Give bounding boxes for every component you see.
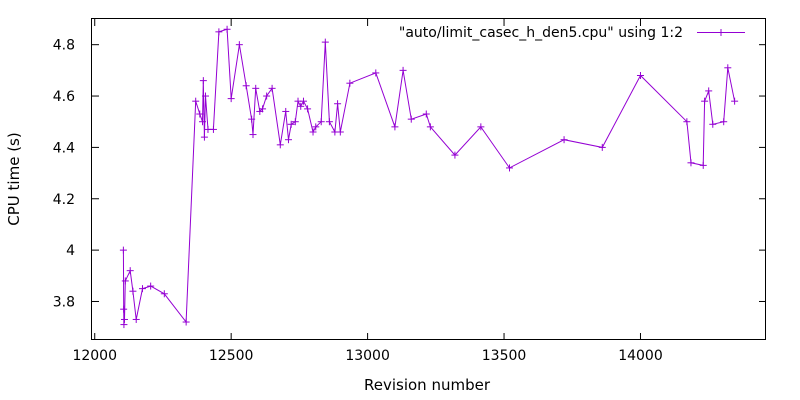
data-point	[227, 95, 235, 103]
y-tick-label: 3.8	[53, 294, 75, 310]
data-point	[126, 267, 134, 275]
data-point	[287, 120, 295, 128]
data-point	[291, 118, 299, 126]
data-point	[321, 38, 329, 46]
x-axis: 12000 12500 13000 13500 14000	[72, 19, 663, 364]
data-point	[299, 97, 307, 105]
data-point	[120, 321, 128, 329]
y-axis-title: CPU time (s)	[5, 132, 23, 225]
data-point	[120, 305, 128, 313]
data-point	[399, 66, 407, 74]
data-point	[724, 64, 732, 72]
data-point	[282, 107, 290, 115]
data-point	[701, 97, 709, 105]
x-tick-label: 12000	[72, 348, 117, 364]
data-point	[120, 315, 128, 323]
data-point	[297, 102, 305, 110]
x-tick-label: 14000	[618, 348, 663, 364]
data-point	[317, 118, 325, 126]
data-point	[259, 105, 267, 113]
y-tick-label: 4.4	[53, 140, 75, 156]
x-tick-label: 13000	[345, 348, 390, 364]
y-axis: 3.8 4 4.2 4.4 4.6 4.8	[53, 38, 766, 310]
x-tick-label: 12500	[209, 348, 254, 364]
legend: "auto/limit_casec_h_den5.cpu" using 1:2	[399, 25, 745, 41]
data-point	[477, 123, 485, 131]
data-point	[248, 115, 256, 123]
legend-entry-label: "auto/limit_casec_h_den5.cpu" using 1:2	[399, 25, 683, 41]
data-point	[720, 118, 728, 126]
data-point	[325, 118, 333, 126]
data-point	[451, 151, 459, 159]
series-layer	[119, 25, 739, 329]
data-point	[182, 318, 190, 326]
legend-marker-sample	[717, 29, 725, 36]
data-point	[683, 118, 691, 126]
data-point	[391, 123, 399, 131]
data-point	[372, 69, 380, 77]
data-point	[422, 110, 430, 118]
data-point	[276, 141, 284, 149]
data-point	[598, 143, 606, 151]
data-point	[334, 100, 342, 108]
data-point	[407, 115, 415, 123]
data-point	[709, 120, 717, 128]
data-point	[268, 84, 276, 92]
data-point	[242, 82, 250, 90]
data-point	[309, 128, 317, 136]
data-point	[687, 159, 695, 167]
data-point	[505, 164, 513, 172]
data-point	[284, 136, 292, 144]
data-point	[147, 282, 155, 290]
data-point	[202, 92, 210, 100]
data-point	[304, 105, 312, 113]
data-point	[199, 118, 207, 126]
y-tick-label: 4.6	[53, 89, 75, 105]
data-point	[699, 161, 707, 169]
data-point	[346, 79, 354, 87]
data-point	[160, 290, 168, 298]
data-point	[121, 277, 129, 285]
y-tick-label: 4	[66, 243, 75, 259]
x-axis-title: Revision number	[364, 376, 491, 394]
data-point	[560, 136, 568, 144]
data-point	[731, 97, 739, 105]
x-tick-label: 13500	[482, 348, 527, 364]
data-point	[336, 128, 344, 136]
data-point	[192, 97, 200, 105]
data-point	[636, 71, 644, 79]
data-point	[223, 25, 231, 33]
y-tick-label: 4.2	[53, 192, 75, 208]
data-point	[138, 285, 146, 293]
data-point	[129, 287, 137, 295]
data-point	[263, 92, 271, 100]
data-point	[235, 41, 243, 49]
data-point	[132, 315, 140, 323]
plot-frame	[91, 18, 766, 340]
data-point	[196, 110, 204, 118]
data-point	[249, 131, 257, 139]
series-line	[122, 28, 736, 325]
data-point	[312, 123, 320, 131]
data-point	[200, 133, 208, 141]
data-point	[119, 246, 127, 254]
data-point	[252, 84, 260, 92]
data-point	[426, 123, 434, 131]
data-point	[705, 87, 713, 95]
y-tick-label: 4.8	[53, 38, 75, 54]
data-point	[199, 77, 207, 85]
data-point	[215, 28, 223, 36]
data-point	[209, 125, 217, 133]
